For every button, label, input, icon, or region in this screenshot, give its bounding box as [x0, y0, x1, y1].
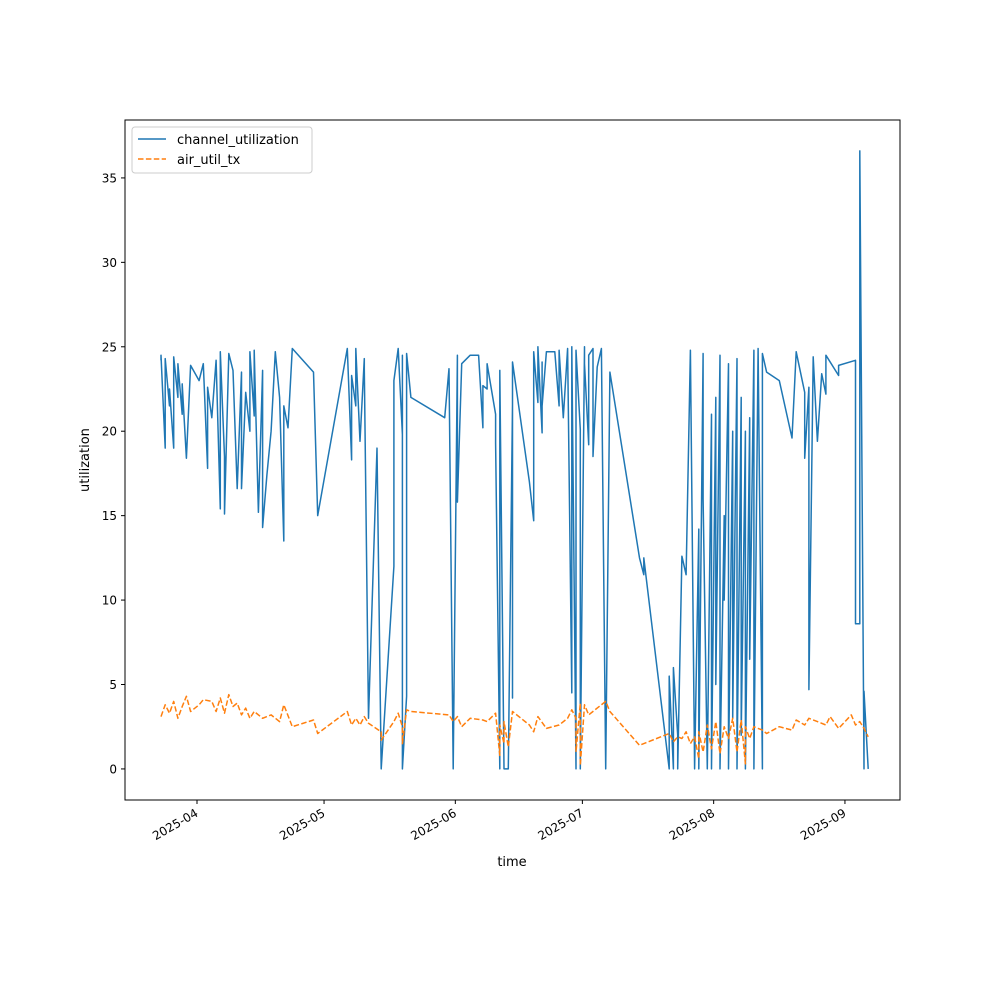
- x-tick-label: 2025-07: [535, 806, 585, 843]
- y-tick-label: 10: [102, 594, 117, 608]
- legend-label-channel-utilization: channel_utilization: [177, 133, 299, 148]
- series-line-air-util-tx: [160, 693, 869, 767]
- y-tick-label: 35: [102, 171, 117, 185]
- y-tick-label: 25: [102, 340, 117, 354]
- y-tick-label: 30: [102, 256, 117, 270]
- legend: channel_utilization air_util_tx: [131, 126, 313, 174]
- x-tick-label: 2025-08: [667, 806, 717, 843]
- plot-frame: [124, 119, 901, 801]
- y-tick-label: 0: [109, 762, 117, 776]
- y-axis: 0 5 10 15 20 25 30 35: [102, 171, 125, 776]
- x-tick-label: 2025-09: [798, 806, 848, 843]
- x-axis-label: time: [497, 855, 526, 870]
- y-tick-label: 5: [109, 678, 117, 692]
- x-axis: 2025-04 2025-05 2025-06 2025-07 2025-08 2025-…: [150, 800, 848, 843]
- y-tick-label: 15: [102, 509, 117, 523]
- x-tick-label: 2025-04: [150, 806, 200, 843]
- y-axis-label: utilization: [78, 428, 93, 492]
- series-line-channel-utilization: [160, 150, 869, 770]
- legend-label-air-util-tx: air_util_tx: [177, 153, 241, 168]
- y-tick-label: 20: [102, 425, 117, 439]
- legend-frame: [131, 126, 313, 174]
- x-tick-label: 2025-05: [277, 806, 327, 843]
- x-tick-label: 2025-06: [408, 806, 458, 843]
- series-layer: [160, 150, 869, 770]
